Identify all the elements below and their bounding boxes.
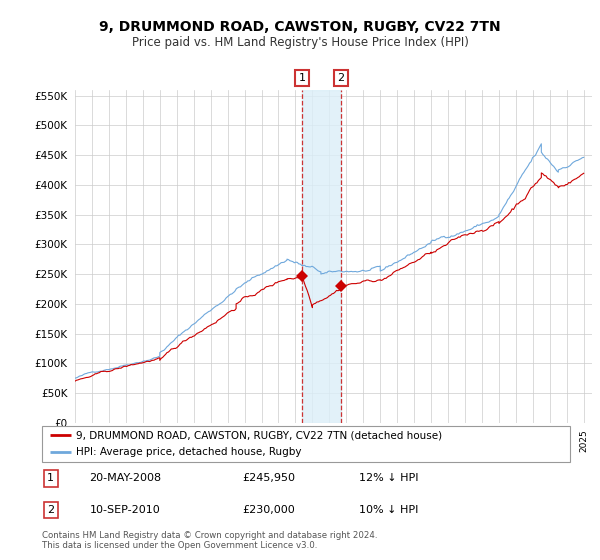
Text: £245,950: £245,950 [242,473,296,483]
Text: 20-MAY-2008: 20-MAY-2008 [89,473,161,483]
Text: 2: 2 [47,505,55,515]
Text: 1: 1 [47,473,54,483]
Text: HPI: Average price, detached house, Rugby: HPI: Average price, detached house, Rugb… [76,447,302,457]
Text: 9, DRUMMOND ROAD, CAWSTON, RUGBY, CV22 7TN (detached house): 9, DRUMMOND ROAD, CAWSTON, RUGBY, CV22 7… [76,431,442,440]
Text: Price paid vs. HM Land Registry's House Price Index (HPI): Price paid vs. HM Land Registry's House … [131,36,469,49]
Text: 2: 2 [337,73,344,83]
Text: 10% ↓ HPI: 10% ↓ HPI [359,505,418,515]
Text: £230,000: £230,000 [242,505,295,515]
FancyBboxPatch shape [42,426,570,462]
Bar [302,90,341,423]
Text: 9, DRUMMOND ROAD, CAWSTON, RUGBY, CV22 7TN: 9, DRUMMOND ROAD, CAWSTON, RUGBY, CV22 7… [99,20,501,34]
Text: 1: 1 [298,73,305,83]
Text: 12% ↓ HPI: 12% ↓ HPI [359,473,418,483]
Text: Contains HM Land Registry data © Crown copyright and database right 2024.
This d: Contains HM Land Registry data © Crown c… [42,531,377,550]
Text: 10-SEP-2010: 10-SEP-2010 [89,505,160,515]
